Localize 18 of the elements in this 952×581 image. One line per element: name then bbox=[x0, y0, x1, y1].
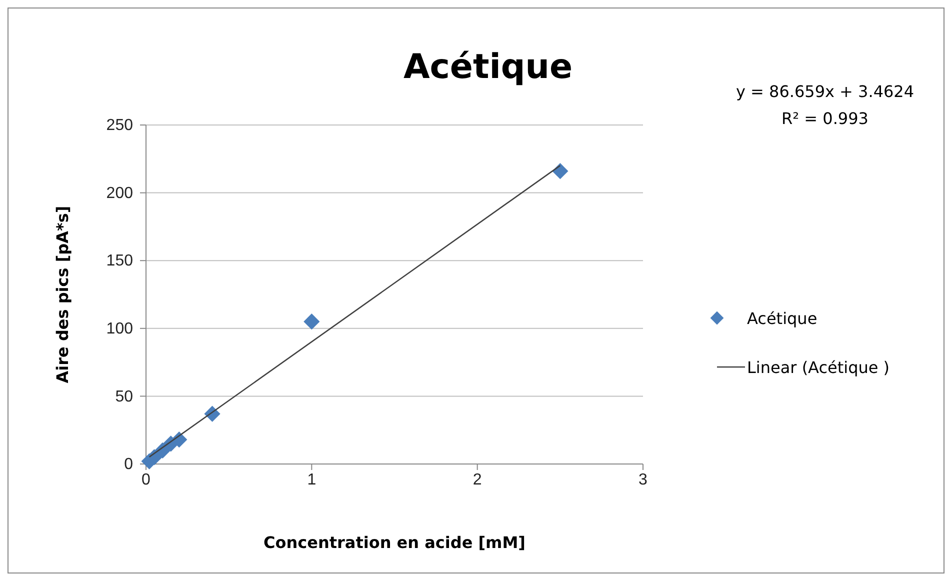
x-axis-title: Concentration en acide [mM] bbox=[264, 533, 526, 552]
chart-title: Acétique bbox=[403, 47, 573, 87]
y-tick-label: 0 bbox=[124, 456, 134, 474]
text: R² = 0.993 bbox=[782, 109, 868, 128]
y-tick-label: 100 bbox=[106, 320, 134, 338]
y-tick-label: 50 bbox=[115, 388, 134, 406]
x-tick-label: 3 bbox=[638, 471, 648, 488]
x-tick-label: 0 bbox=[142, 471, 151, 488]
y-tick-label: 150 bbox=[106, 252, 134, 270]
y-tick-label: 250 bbox=[106, 117, 134, 134]
text: y = 86.659x + 3.4624 bbox=[736, 82, 914, 101]
x-tick-label: 1 bbox=[307, 471, 316, 488]
legend-label: Linear (Acétique ) bbox=[747, 358, 890, 377]
legend-label: Acétique bbox=[747, 309, 818, 328]
y-axis-title: Aire des pics [pA*s] bbox=[53, 206, 72, 384]
y-tick-label: 200 bbox=[106, 184, 134, 202]
x-tick-label: 2 bbox=[472, 471, 482, 488]
point bbox=[304, 314, 320, 330]
